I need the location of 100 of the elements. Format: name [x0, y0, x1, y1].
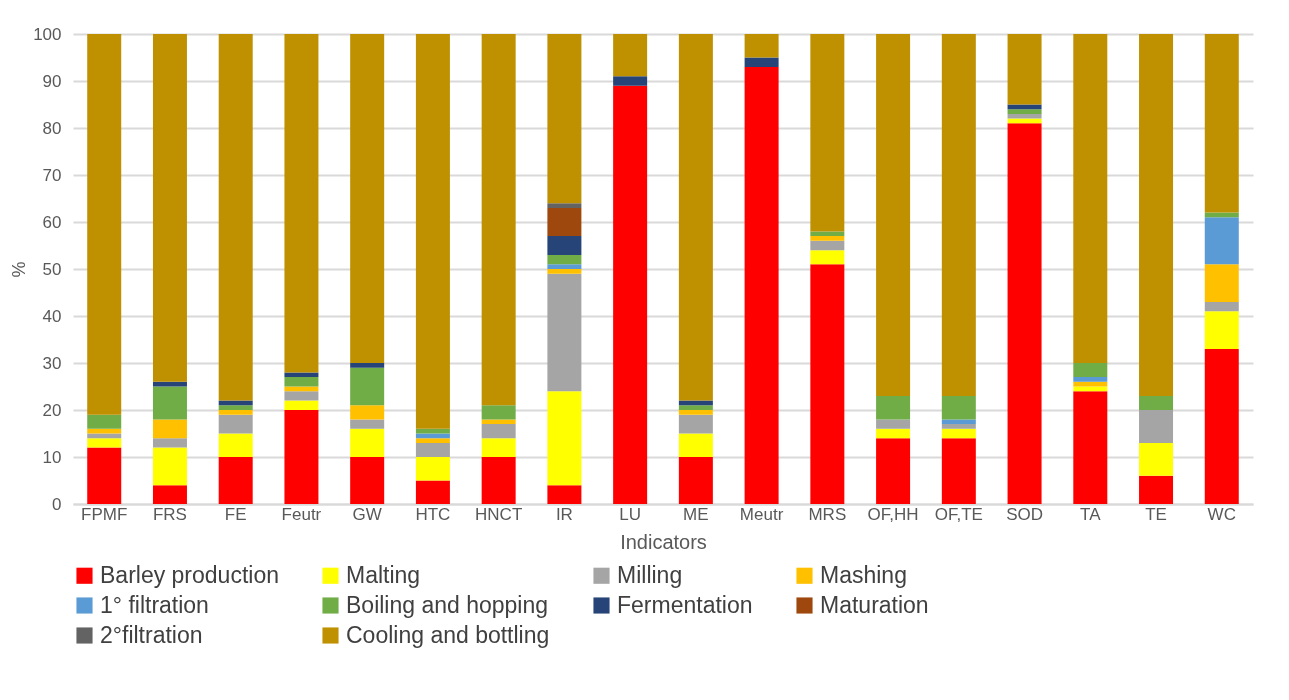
bar — [350, 363, 385, 368]
bar — [678, 405, 713, 410]
bar — [744, 34, 779, 58]
bar — [810, 240, 845, 251]
bar — [1204, 301, 1239, 312]
legend-label: Barley production — [100, 561, 279, 588]
bar — [876, 428, 911, 439]
bar — [613, 85, 648, 504]
x-tick-label: GW — [352, 504, 382, 524]
bar — [678, 457, 713, 504]
bar — [547, 254, 582, 265]
bar — [810, 231, 845, 237]
x-tick-label: TA — [1080, 504, 1102, 524]
x-tick-label: HNCT — [475, 504, 523, 524]
bar — [678, 410, 713, 415]
bar — [1139, 442, 1174, 476]
bar — [481, 419, 516, 425]
x-tick-label: LU — [619, 504, 641, 524]
bar — [152, 386, 187, 420]
bar — [1204, 34, 1239, 213]
legend-label: Maturation — [820, 591, 929, 618]
bar — [481, 34, 516, 406]
bar — [678, 414, 713, 434]
bar — [415, 480, 450, 504]
bar — [547, 269, 582, 274]
x-tick-label: TE — [1145, 504, 1167, 524]
bar — [547, 264, 582, 269]
bar — [1073, 381, 1108, 387]
x-tick-label: WC — [1207, 504, 1236, 524]
bar — [1073, 391, 1108, 504]
bar — [87, 438, 122, 448]
bar — [284, 400, 319, 410]
bar — [876, 438, 911, 504]
x-tick-label: HTC — [415, 504, 451, 524]
bar — [547, 207, 582, 237]
bar — [941, 395, 976, 420]
bar — [1073, 363, 1108, 378]
bar — [481, 438, 516, 457]
legend-label: Fermentation — [617, 591, 753, 618]
bar — [415, 438, 450, 443]
bar — [284, 34, 319, 373]
x-tick-label: OF,TE — [934, 504, 983, 524]
bar — [218, 433, 253, 457]
x-tick-label: FRS — [152, 504, 187, 524]
bar — [1204, 217, 1239, 265]
y-tick-label: 60 — [42, 212, 62, 232]
bar — [218, 457, 253, 504]
y-tick-label: 10 — [42, 447, 62, 467]
bar — [876, 395, 911, 420]
y-tick-label: 30 — [42, 353, 62, 373]
bar — [87, 34, 122, 415]
bar — [678, 34, 713, 401]
bar — [1139, 395, 1174, 410]
x-tick-label: MRS — [808, 504, 847, 524]
x-tick-label: FE — [224, 504, 247, 524]
bar — [941, 424, 976, 429]
bar — [810, 34, 845, 232]
bar — [1073, 34, 1108, 363]
bar — [744, 57, 779, 67]
y-tick-label: 20 — [42, 400, 62, 420]
y-tick-label: 40 — [42, 306, 62, 326]
legend-label: Boiling and hopping — [346, 591, 549, 618]
x-tick-label: Feutr — [281, 504, 322, 524]
bar — [1139, 34, 1174, 396]
bar — [678, 433, 713, 457]
y-tick-label: 100 — [33, 24, 62, 44]
y-tick-label: 80 — [42, 118, 62, 138]
y-tick-label: 50 — [42, 259, 62, 279]
bar — [1007, 123, 1042, 504]
bar — [941, 428, 976, 439]
bar — [152, 438, 187, 448]
legend-label: 2°filtration — [100, 621, 203, 648]
legend-label: Mashing — [820, 561, 907, 588]
bar — [415, 428, 450, 434]
bar — [415, 34, 450, 429]
x-tick-label: SOD — [1006, 504, 1043, 524]
bar — [1204, 264, 1239, 302]
legend-label: 1° filtration — [100, 591, 209, 618]
bar — [547, 236, 582, 255]
bar — [1007, 109, 1042, 114]
bar — [1007, 113, 1042, 119]
bar — [876, 419, 911, 429]
bar — [284, 377, 319, 387]
legend-label: Cooling and bottling — [346, 621, 550, 648]
bar — [87, 414, 122, 429]
bar — [218, 414, 253, 434]
bar — [613, 34, 648, 77]
bar — [613, 76, 648, 86]
y-tick-label: 70 — [42, 165, 62, 185]
y-axis-title: % — [9, 261, 30, 278]
x-axis-title: Indicators — [620, 530, 707, 553]
bar — [218, 410, 253, 415]
bar — [1204, 311, 1239, 349]
x-tick-label: ME — [683, 504, 709, 524]
bar — [810, 264, 845, 504]
bar — [350, 405, 385, 420]
bar — [350, 419, 385, 429]
bar — [350, 428, 385, 457]
x-tick-label: Meutr — [739, 504, 784, 524]
bar — [152, 485, 187, 504]
